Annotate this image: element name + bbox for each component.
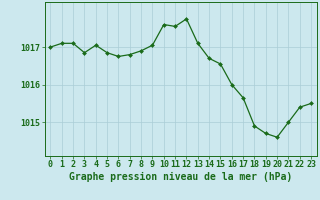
X-axis label: Graphe pression niveau de la mer (hPa): Graphe pression niveau de la mer (hPa) bbox=[69, 172, 292, 182]
